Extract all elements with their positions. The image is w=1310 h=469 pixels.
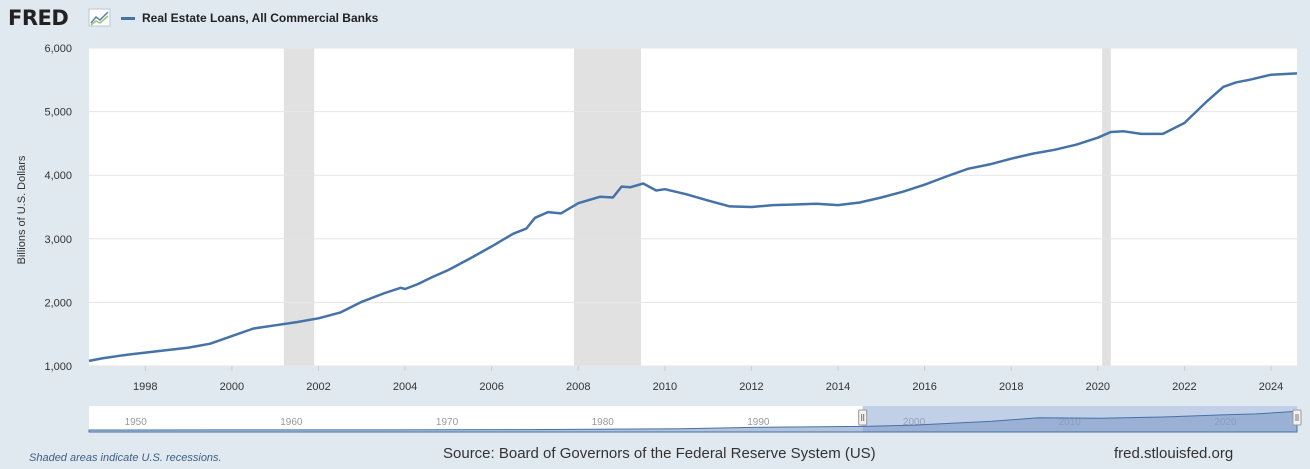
y-tick-label: 3,000	[44, 234, 72, 246]
y-tick-label: 6,000	[44, 43, 72, 55]
y-tick-label: 5,000	[44, 107, 72, 119]
x-tick-label: 2014	[826, 381, 850, 393]
line-chart[interactable]: 1,000 2,000 3,000 4,000 5,000 6,000 1998 2000 2…	[0, 0, 1310, 440]
x-axis-ticks: 1998 2000 2002 2004 2006 2008 2010 2012 2014 2016…	[133, 366, 1283, 393]
x-tick-label: 2024	[1259, 381, 1283, 393]
navigator-handle-left[interactable]	[858, 409, 868, 426]
source-text: Source: Board of Governors of the Federa…	[443, 445, 876, 462]
x-tick-label: 2016	[912, 381, 936, 393]
y-axis-label: Billions of U.S. Dollars	[16, 155, 28, 264]
y-tick-label: 1,000	[44, 361, 72, 373]
recession-band	[283, 48, 315, 366]
fred-logo[interactable]: FRED	[8, 6, 69, 30]
x-tick-label: 2008	[566, 381, 590, 393]
y-tick-label: 4,000	[44, 170, 72, 182]
x-tick-label: 2002	[306, 381, 330, 393]
series-line-real-estate-loans[interactable]	[88, 72, 1298, 363]
x-tick-label: 1998	[133, 381, 157, 393]
chart-header: FRED Real Estate Loans, All Commercial B…	[0, 0, 1310, 40]
navigator-tick-label: 1950	[125, 417, 148, 428]
navigator-handle-right[interactable]	[1292, 409, 1302, 426]
navigator-tick-label: 1960	[280, 417, 303, 428]
navigator-tick-label: 1980	[592, 417, 615, 428]
fred-url-link[interactable]: fred.stlouisfed.org	[1114, 445, 1234, 462]
legend-swatch	[121, 17, 135, 20]
x-tick-label: 2010	[653, 381, 677, 393]
x-tick-label: 2000	[220, 381, 244, 393]
x-tick-label: 2020	[1086, 381, 1110, 393]
trend-chart-icon	[88, 8, 111, 27]
recession-note: Shaded areas indicate U.S. recessions.	[29, 452, 222, 464]
x-tick-label: 2022	[1172, 381, 1196, 393]
y-tick-label: 2,000	[44, 297, 72, 309]
plot-background	[89, 48, 1297, 366]
x-tick-label: 2018	[999, 381, 1023, 393]
navigator-series	[88, 410, 1298, 433]
recession-shading	[283, 48, 1111, 366]
y-gridlines	[89, 47, 1297, 367]
recession-band	[1102, 48, 1111, 366]
x-tick-label: 2006	[479, 381, 503, 393]
range-navigator[interactable]: 19501960197019801990200020102020	[88, 406, 1302, 433]
recession-band	[573, 48, 642, 366]
y-axis-ticks: 1,000 2,000 3,000 4,000 5,000 6,000	[44, 43, 72, 373]
legend-series-label: Real Estate Loans, All Commercial Banks	[142, 11, 379, 25]
navigator-tick-label: 1970	[436, 417, 459, 428]
x-tick-label: 2012	[739, 381, 763, 393]
navigator-tick-label: 1990	[747, 417, 770, 428]
x-tick-label: 2004	[393, 381, 417, 393]
navigator-handles[interactable]	[858, 409, 1302, 426]
